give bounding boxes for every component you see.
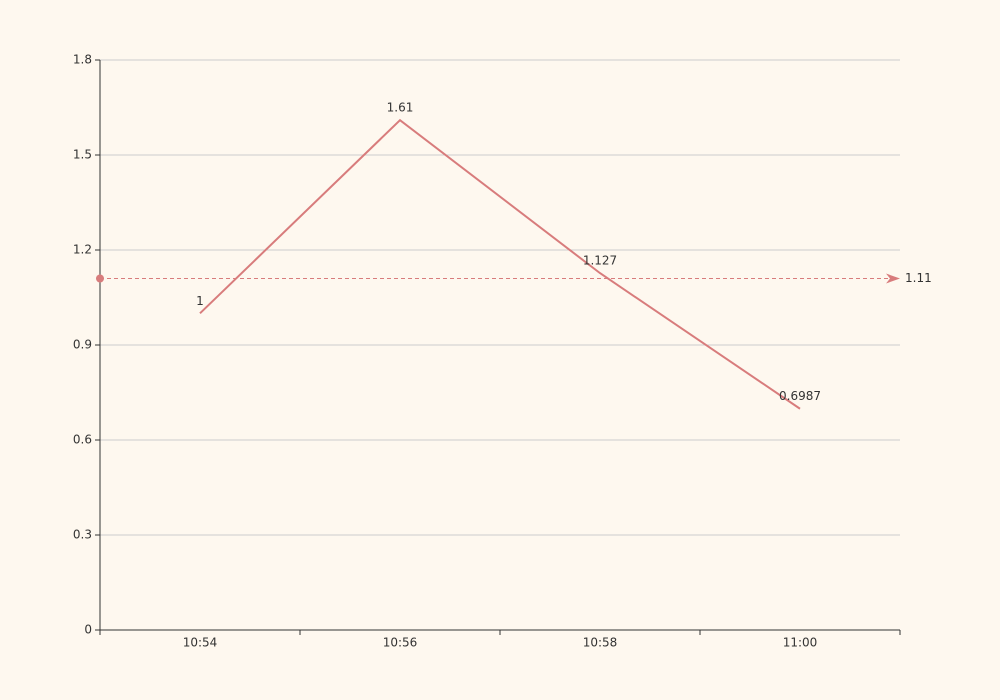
y-tick-label: 1.2 xyxy=(73,243,92,257)
mark-line-start xyxy=(96,274,104,283)
mark-line-label: 1.11 xyxy=(905,271,932,285)
y-tick-label: 1.8 xyxy=(73,53,92,67)
y-tick-label: 0 xyxy=(84,623,92,637)
data-label: 1.61 xyxy=(387,101,414,115)
y-tick-label: 0.3 xyxy=(73,528,92,542)
y-tick-label: 0.6 xyxy=(73,433,92,447)
y-tick-label: 1.5 xyxy=(73,148,92,162)
mark-line-arrow xyxy=(886,273,900,284)
y-tick-label: 0.9 xyxy=(73,338,92,352)
x-tick-label: 10:54 xyxy=(183,636,218,650)
x-tick-label: 11:00 xyxy=(783,636,818,650)
data-line xyxy=(199,118,801,410)
data-label: 1.127 xyxy=(583,254,617,268)
data-label: 1 xyxy=(196,294,204,308)
x-tick-label: 10:58 xyxy=(583,636,618,650)
x-tick-label: 10:56 xyxy=(383,636,418,650)
data-label: 0.6987 xyxy=(779,389,821,403)
